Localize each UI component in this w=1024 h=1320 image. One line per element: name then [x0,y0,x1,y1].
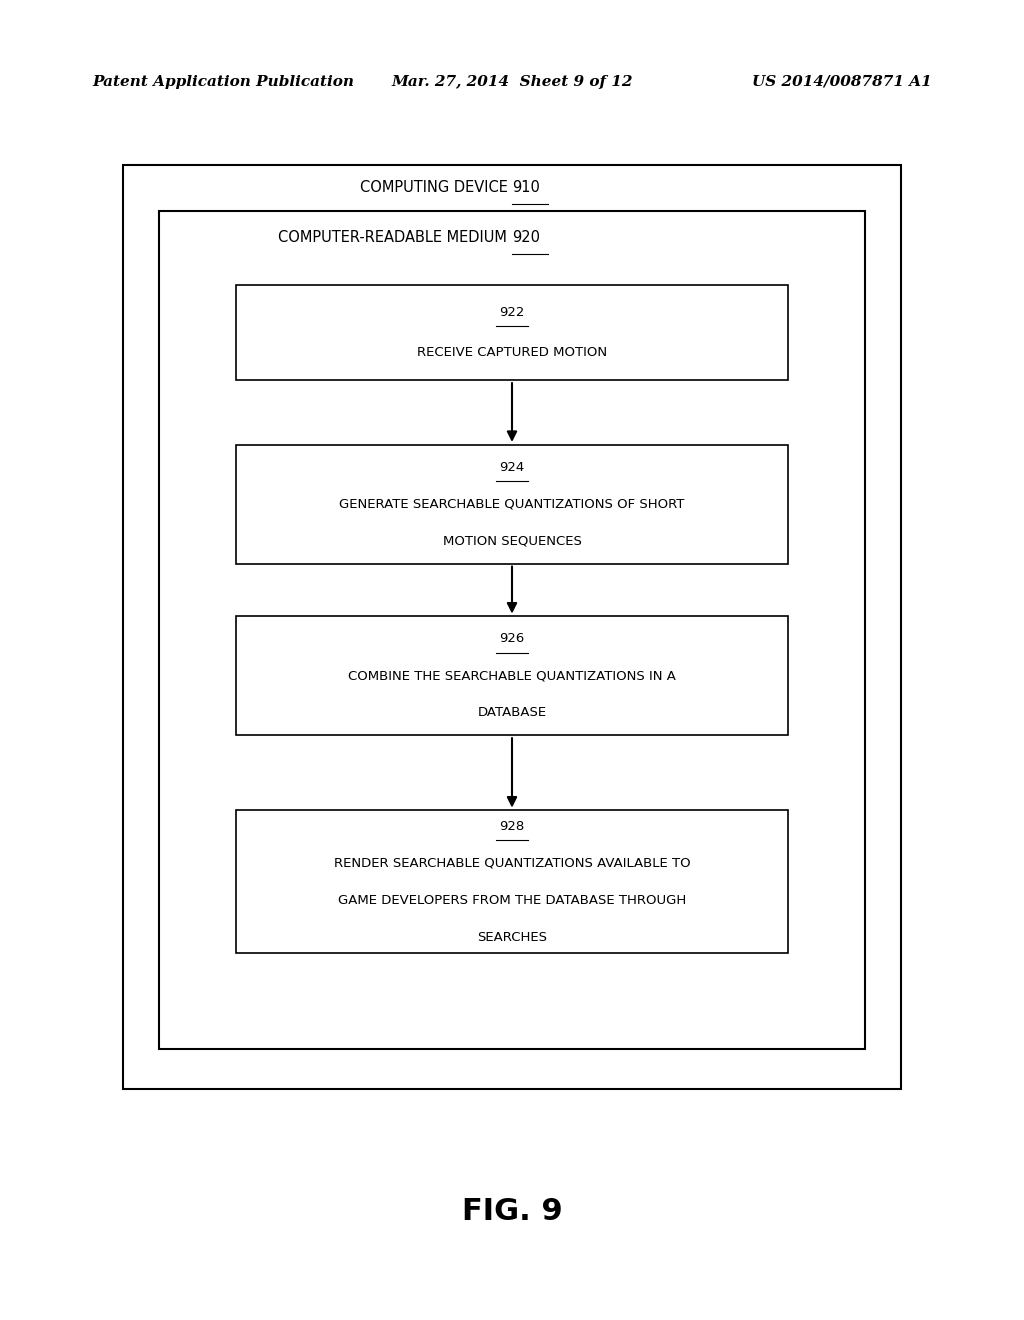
Bar [123,165,901,1089]
Bar [159,211,865,1049]
Text: 910: 910 [512,180,540,195]
Text: 926: 926 [500,632,524,645]
Text: 920: 920 [512,230,540,246]
Text: 928: 928 [500,820,524,833]
Text: GENERATE SEARCHABLE QUANTIZATIONS OF SHORT: GENERATE SEARCHABLE QUANTIZATIONS OF SHO… [339,498,685,511]
Text: COMPUTER-READABLE MEDIUM 920: COMPUTER-READABLE MEDIUM 920 [381,230,643,246]
Text: COMPUTING DEVICE 910: COMPUTING DEVICE 910 [422,180,602,195]
Bar [236,285,788,380]
Text: Mar. 27, 2014  Sheet 9 of 12: Mar. 27, 2014 Sheet 9 of 12 [391,75,633,88]
Text: 922: 922 [500,306,524,319]
Text: COMPUTING DEVICE: COMPUTING DEVICE [359,180,512,195]
Text: COMBINE THE SEARCHABLE QUANTIZATIONS IN A: COMBINE THE SEARCHABLE QUANTIZATIONS IN … [348,669,676,682]
Text: DATABASE: DATABASE [477,706,547,719]
Text: Patent Application Publication: Patent Application Publication [92,75,354,88]
Text: 924: 924 [500,461,524,474]
Text: MOTION SEQUENCES: MOTION SEQUENCES [442,535,582,548]
Text: RENDER SEARCHABLE QUANTIZATIONS AVAILABLE TO: RENDER SEARCHABLE QUANTIZATIONS AVAILABL… [334,857,690,870]
Text: SEARCHES: SEARCHES [477,931,547,944]
Text: FIG. 9: FIG. 9 [462,1197,562,1226]
Text: RECEIVE CAPTURED MOTION: RECEIVE CAPTURED MOTION [417,346,607,359]
Text: US 2014/0087871 A1: US 2014/0087871 A1 [752,75,932,88]
Text: GAME DEVELOPERS FROM THE DATABASE THROUGH: GAME DEVELOPERS FROM THE DATABASE THROUG… [338,894,686,907]
Bar [236,445,788,564]
Text: COMPUTER-READABLE MEDIUM: COMPUTER-READABLE MEDIUM [279,230,512,246]
Bar [236,810,788,953]
Bar [236,616,788,735]
